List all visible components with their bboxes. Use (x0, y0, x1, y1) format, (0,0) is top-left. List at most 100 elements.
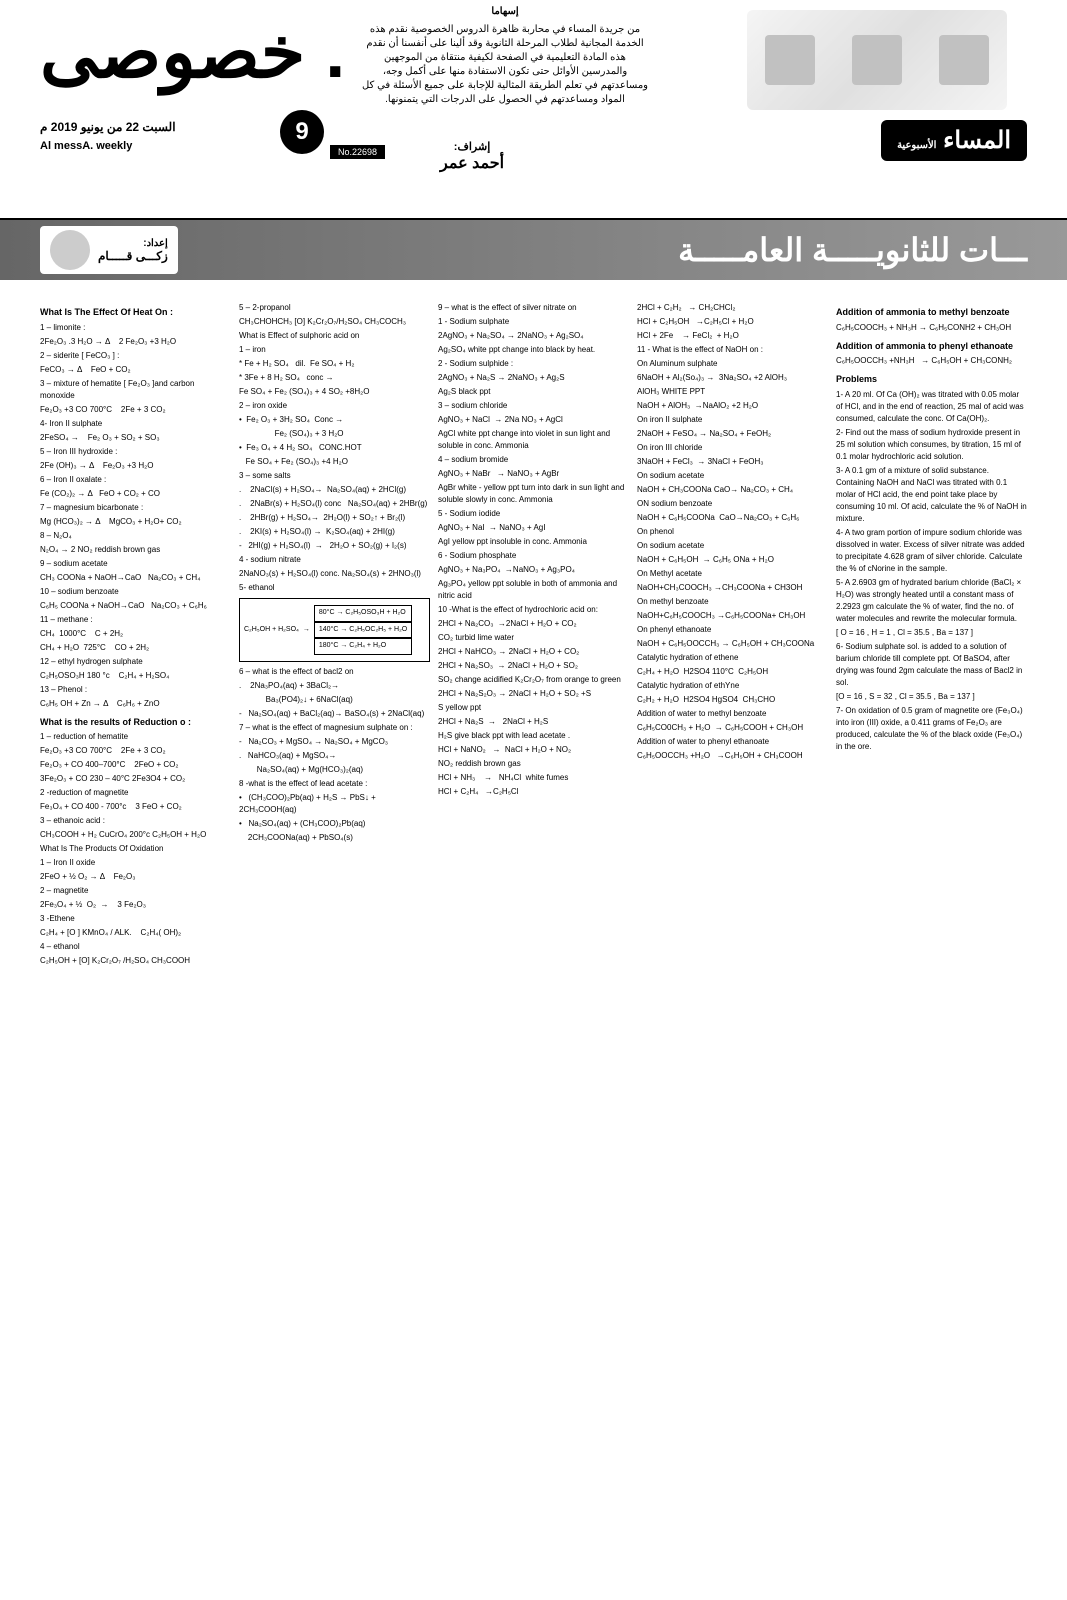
col3-line: 4 – sodium bromide (438, 454, 629, 466)
col2-line: 1 – iron (239, 344, 430, 356)
masthead: . خصوصى السبت 22 من يونيو 2019 م Al mess… (0, 0, 1067, 220)
col3-line: Ag₃PO₄ yellow ppt soluble in both of amm… (438, 578, 629, 602)
col4-line: NaOH + C₆H₅COONa CaO→Na₂CO₃ + C₆H₆ (637, 512, 828, 524)
col3-line: 3 – sodium chloride (438, 400, 629, 412)
publication-date: السبت 22 من يونيو 2019 م (40, 120, 176, 134)
logo-sub: الأسبوعية (897, 140, 936, 151)
logo-right: المساء الأسبوعية (881, 120, 1027, 161)
col1-line: C₆H₅ OH + Zn → Δ C₆H₆ + ZnO (40, 698, 231, 710)
col2-line: * Fe + H₂ SO₄ dil. Fe SO₄ + H₂ (239, 358, 430, 370)
col3-line: AgNO₃ + NaI → NaNO₃ + AgI (438, 522, 629, 534)
col3-line: CO₂ turbid lime water (438, 632, 629, 644)
ethanol-diagram: C₂H₅OH + H₂SO₄ → 80°C → C₂H₅OSO₃H + H₂O … (239, 598, 430, 662)
col1-line: 6 – Iron II oxalate : (40, 474, 231, 486)
col1-line: 11 – methane : (40, 614, 231, 626)
col5p-line: 7- On oxidation of 0.5 gram of magnetite… (836, 705, 1027, 753)
col1b-line: 3Fe₂O₃ + CO 230 – 40°C 2Fe3O4 + CO₂ (40, 773, 231, 785)
col4-line: NaOH + C₆H₅OOCCH₃ → C₆H₅OH + CH₃COONa (637, 638, 828, 650)
diagram-left: C₂H₅OH + H₂SO₄ (244, 625, 299, 636)
banner-title: ـــات للثانويـــــة العامـــــة (678, 231, 1027, 269)
col4-line: Catalytic hydration of ethYne (637, 680, 828, 692)
col3-line: HCl + NaNO₂ → NaCl + H₂O + NO₂ (438, 744, 629, 756)
col2-line: - 2HI(g) + H₂SO₄(l) → 2H₂O + SO₂(g) + I₂… (239, 540, 430, 552)
col1-line: CH₄ 1000°C C + 2H₂ (40, 628, 231, 640)
col5p-line: 4- A two gram portion of impure sodium c… (836, 527, 1027, 575)
col5p-line: 3- A 0.1 gm of a mixture of solid substa… (836, 465, 1027, 525)
col5p-line: 1- A 20 ml. Of Ca (OH)₂ was titrated wit… (836, 389, 1027, 425)
col3-line: HCl + C₂H₄ →C₂H₅Cl (438, 786, 629, 798)
column-2: 5 – 2-propanolCH₃CHOHCH₃ [O] K₂Cr₂O₇/H₂S… (239, 300, 430, 969)
col4-line: On phenol (637, 526, 828, 538)
diagram-path-1: 140°C → C₂H₅OC₂H₅ + H₂O (314, 622, 412, 639)
author-name: زكـــى قـــــام (98, 249, 168, 263)
illus-student-icon (939, 35, 989, 85)
col4-line: 6NaOH + Al₂(So₄)₃ → 3Na₂SO₄ +2 AlOH₃ (637, 372, 828, 384)
col3-line: SO₂ change acidified K₂Cr₂O₇ from orange… (438, 674, 629, 686)
col4-line: HCl + 2Fe → FeCl₂ + H₂O (637, 330, 828, 342)
col2-line: 2 – iron oxide (239, 400, 430, 412)
col4-line: On sodium acetate (637, 540, 828, 552)
col1-line: 2 – siderite [ FeCO₃ ] : (40, 350, 231, 362)
col1-line: 12 – ethyl hydrogen sulphate (40, 656, 231, 668)
intro-body: من جريدة المساء في محاربة ظاهرة الدروس ا… (360, 23, 650, 107)
col4-line: NaOH+C₆H₅COOCH₃ →C₆H₅COONa+ CH₃OH (637, 610, 828, 622)
col1-line: 8 – N₂O₄ (40, 530, 231, 542)
page-number: 9 (280, 110, 324, 154)
column-1: What Is The Effect Of Heat On : 1 – limo… (40, 300, 231, 969)
col1b-line: 1 – reduction of hematite (40, 731, 231, 743)
col1-line: 2Fe (OH)₃ → Δ Fe₂O₃ +3 H₂O (40, 460, 231, 472)
col1-line: 2FeSO₄ → Fe₂ O₃ + SO₂ + SO₃ (40, 432, 231, 444)
col4-line: AlOH₃ WHITE PPT (637, 386, 828, 398)
col1-line: N₂O₄ → 2 NO₂ reddish brown gas (40, 544, 231, 556)
col2b-line: • (CH₃COO)₂Pb(aq) + H₂S → PbS↓ + 2CH₃COO… (239, 792, 430, 816)
col1b-line: 4 – ethanol (40, 941, 231, 953)
col2-line: Fe SO₄ + Fe₂ (SO₄)₃ + 4 SO₂ +8H₂O (239, 386, 430, 398)
col3-line: AgCl white ppt change into violet in sun… (438, 428, 629, 452)
col3-line: 2HCl + Na₂SO₃ → 2NaCl + H₂O + SO₂ (438, 660, 629, 672)
col4-line: On iron III chloride (637, 442, 828, 454)
col2b-line: Ba₃(PO4)₂↓ + 6NaCl(aq) (239, 694, 430, 706)
header-illustration (747, 10, 1007, 110)
col4-line: NaOH+CH₃COOCH₃ →CH₃COONa + CH3OH (637, 582, 828, 594)
col1b-line: 2 – magnetite (40, 885, 231, 897)
col4-line: Catalytic hydration of ethene (637, 652, 828, 664)
col1b-line: Fe₃O₄ + CO 400 - 700°c 3 FeO + CO₂ (40, 801, 231, 813)
col4-line: 3NaOH + FeCl₃ → 3NaCl + FeOH₃ (637, 456, 828, 468)
col4-line: C₆H₅CO0CH₃ + H₂O → C₆H₅COOH + CH₃OH (637, 722, 828, 734)
col3-line: AgNO₃ + NaBr → NaNO₃ + AgBr (438, 468, 629, 480)
col2-line: . 2HBr(g) + H₂SO₄→ 2H₂O(l) + SO₂↑ + Br₂(… (239, 512, 430, 524)
col2-line: 5- ethanol (239, 582, 430, 594)
col3-line: Ag₂SO₄ white ppt change into black by he… (438, 344, 629, 356)
col1-line: 4- Iron II sulphate (40, 418, 231, 430)
col2-line: What is Effect of sulphoric acid on (239, 330, 430, 342)
col3-line: AgBr white - yellow ppt turn into dark i… (438, 482, 629, 506)
col1-heading2: What is the results of Reduction o : (40, 716, 231, 730)
author-avatar (50, 230, 90, 270)
col3-line: NO₂ reddish brown gas (438, 758, 629, 770)
col3-line: 10 -What is the effect of hydrochloric a… (438, 604, 629, 616)
col3-line: Ag₂S black ppt (438, 386, 629, 398)
diagram-path-2: 180°C → C₂H₄ + H₂O (314, 638, 412, 655)
col3-line: AgI yellow ppt insoluble in conc. Ammoni… (438, 536, 629, 548)
edition-label: Al messA. weekly (40, 140, 132, 152)
illus-laptop-icon (852, 35, 902, 85)
col2-line: Fe₂ (SO₄)₃ + 3 H₂O (239, 428, 430, 440)
col1b-line: 3 – ethanoic acid : (40, 815, 231, 827)
col1b-line: What Is The Products Of Oxidation (40, 843, 231, 855)
col4-line: Addition of water to phenyl ethanoate (637, 736, 828, 748)
col2b-line: Na₂SO₄(aq) + Mg(HCO₃)₂(aq) (239, 764, 430, 776)
col2b-line: - Na₂SO₄(aq) + BaCl₂(aq)→ BaSO₄(s) + 2Na… (239, 708, 430, 720)
content-area: What Is The Effect Of Heat On : 1 – limo… (0, 280, 1067, 989)
logo-main: المساء (943, 127, 1011, 154)
author-box: إعداد: زكـــى قـــــام (40, 226, 178, 274)
diagram-path-0: 80°C → C₂H₅OSO₃H + H₂O (314, 605, 412, 622)
col2-line: CH₃CHOHCH₃ [O] K₂Cr₂O₇/H₂SO₄ CH₃COCH₃ (239, 316, 430, 328)
col1-line: CH₄ + H₂O 725°C CO + 2H₂ (40, 642, 231, 654)
col1-line: Mg (HCO₃)₂ → Δ MgCO₃ + H₂O+ CO₂ (40, 516, 231, 528)
col5p-line: [O = 16 , S = 32 , Cl = 35.5 , Ba = 137 … (836, 691, 1027, 703)
section-banner: ـــات للثانويـــــة العامـــــة إعداد: ز… (0, 220, 1067, 280)
col3-line: 2AgNO₃ + Na₂SO₄ → 2NaNO₃ + Ag₂SO₄ (438, 330, 629, 342)
col3-line: HCl + NH₃ → NH₄Cl white fumes (438, 772, 629, 784)
col4-line: On sodium acetate (637, 470, 828, 482)
issue-number: No.22698 (330, 145, 385, 159)
